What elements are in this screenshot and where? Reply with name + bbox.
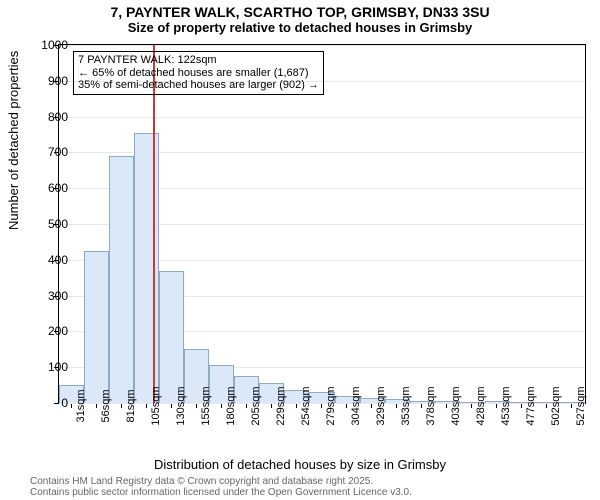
x-tick-label: 502sqm <box>550 386 562 425</box>
x-tick-mark <box>496 404 497 408</box>
histogram-bar <box>84 251 109 403</box>
y-tick-mark <box>54 403 58 404</box>
x-tick-label: 428sqm <box>475 386 487 425</box>
annotation-box: 7 PAYNTER WALK: 122sqm ← 65% of detached… <box>73 51 324 95</box>
x-tick-mark <box>221 404 222 408</box>
y-tick-label: 100 <box>32 360 68 374</box>
x-tick-label: 329sqm <box>375 386 387 425</box>
x-tick-label: 254sqm <box>300 386 312 425</box>
plot-area: 7 PAYNTER WALK: 122sqm ← 65% of detached… <box>58 44 586 404</box>
x-tick-label: 477sqm <box>525 386 537 425</box>
reference-line <box>153 45 155 403</box>
y-tick-mark <box>54 260 58 261</box>
x-tick-mark <box>471 404 472 408</box>
histogram-bar <box>159 271 184 403</box>
x-tick-label: 304sqm <box>350 386 362 425</box>
chart-container: 7, PAYNTER WALK, SCARTHO TOP, GRIMSBY, D… <box>0 0 600 500</box>
x-tick-mark <box>271 404 272 408</box>
x-tick-mark <box>446 404 447 408</box>
histogram-bar <box>134 133 159 403</box>
x-tick-mark <box>371 404 372 408</box>
title-line1: 7, PAYNTER WALK, SCARTHO TOP, GRIMSBY, D… <box>0 4 600 20</box>
x-tick-label: 105sqm <box>150 386 162 425</box>
y-tick-mark <box>54 367 58 368</box>
x-tick-label: 279sqm <box>325 386 337 425</box>
y-tick-label: 200 <box>32 324 68 338</box>
x-tick-label: 155sqm <box>200 386 212 425</box>
x-tick-label: 378sqm <box>425 386 437 425</box>
histogram-bar <box>109 156 134 403</box>
y-tick-mark <box>54 152 58 153</box>
x-tick-mark <box>571 404 572 408</box>
annotation-line1: 7 PAYNTER WALK: 122sqm <box>78 54 319 67</box>
y-tick-mark <box>54 45 58 46</box>
y-tick-label: 0 <box>32 396 68 410</box>
annotation-line2: ← 65% of detached houses are smaller (1,… <box>78 67 319 80</box>
x-tick-label: 527sqm <box>575 386 587 425</box>
y-tick-label: 1000 <box>32 38 68 52</box>
x-tick-mark <box>346 404 347 408</box>
y-tick-mark <box>54 188 58 189</box>
x-tick-mark <box>296 404 297 408</box>
x-tick-label: 56sqm <box>100 389 112 422</box>
x-tick-label: 229sqm <box>275 386 287 425</box>
x-tick-mark <box>146 404 147 408</box>
x-tick-label: 31sqm <box>75 389 87 422</box>
y-tick-mark <box>54 224 58 225</box>
x-tick-mark <box>421 404 422 408</box>
y-tick-label: 800 <box>32 110 68 124</box>
y-tick-mark <box>54 331 58 332</box>
x-tick-mark <box>546 404 547 408</box>
x-tick-mark <box>196 404 197 408</box>
x-tick-label: 180sqm <box>225 386 237 425</box>
x-axis-label: Distribution of detached houses by size … <box>0 457 600 472</box>
y-tick-mark <box>54 117 58 118</box>
y-tick-label: 300 <box>32 289 68 303</box>
x-tick-label: 353sqm <box>400 386 412 425</box>
y-tick-label: 900 <box>32 74 68 88</box>
y-tick-mark <box>54 81 58 82</box>
y-tick-label: 500 <box>32 217 68 231</box>
x-tick-mark <box>521 404 522 408</box>
footnote: Contains HM Land Registry data © Crown c… <box>30 476 590 498</box>
x-tick-label: 403sqm <box>450 386 462 425</box>
footnote-line1: Contains HM Land Registry data © Crown c… <box>30 476 590 487</box>
annotation-line3: 35% of semi-detached houses are larger (… <box>78 79 319 92</box>
x-tick-label: 130sqm <box>175 386 187 425</box>
x-tick-mark <box>121 404 122 408</box>
x-tick-mark <box>96 404 97 408</box>
gridline-h <box>59 117 585 118</box>
x-tick-mark <box>321 404 322 408</box>
x-tick-label: 205sqm <box>250 386 262 425</box>
y-axis-label: Number of detached properties <box>6 51 21 230</box>
x-tick-mark <box>71 404 72 408</box>
x-tick-mark <box>171 404 172 408</box>
x-tick-label: 81sqm <box>125 389 137 422</box>
y-tick-label: 600 <box>32 181 68 195</box>
x-tick-mark <box>396 404 397 408</box>
y-tick-label: 400 <box>32 253 68 267</box>
chart-title-block: 7, PAYNTER WALK, SCARTHO TOP, GRIMSBY, D… <box>0 4 600 35</box>
x-tick-label: 453sqm <box>500 386 512 425</box>
footnote-line2: Contains public sector information licen… <box>30 487 590 498</box>
x-tick-mark <box>246 404 247 408</box>
y-tick-mark <box>54 296 58 297</box>
y-tick-label: 700 <box>32 145 68 159</box>
gridline-h <box>59 45 585 46</box>
title-line2: Size of property relative to detached ho… <box>0 20 600 35</box>
